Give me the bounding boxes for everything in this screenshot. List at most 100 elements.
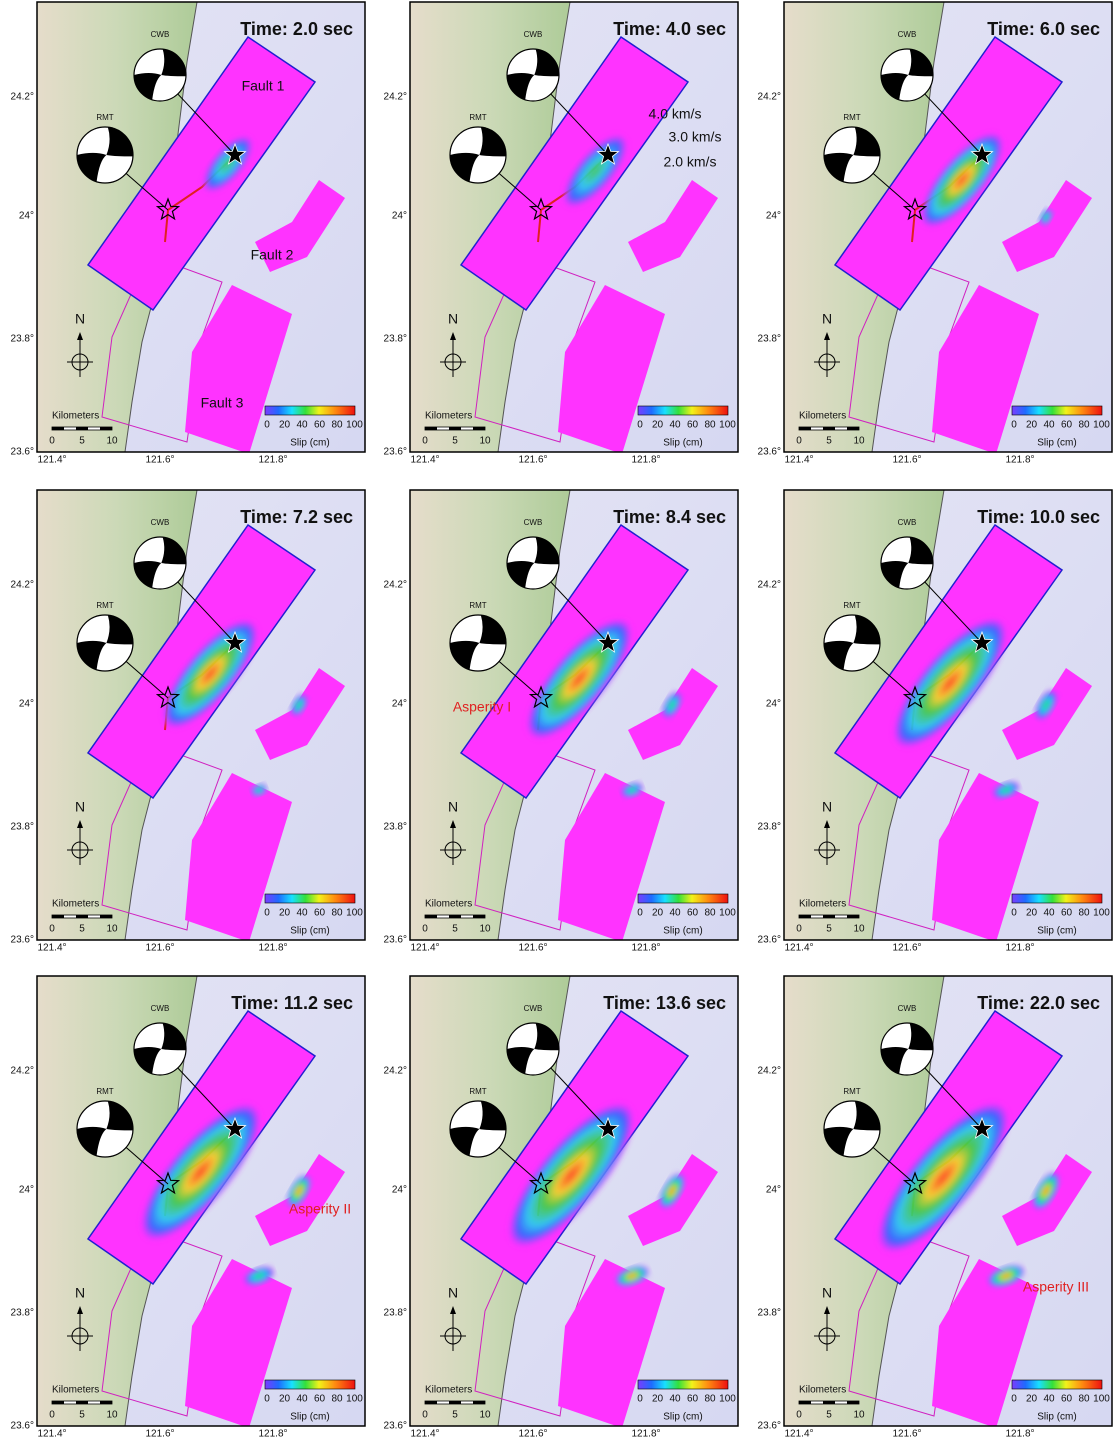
lat-tick-label: 23.6° <box>758 1421 781 1432</box>
annotation: 3.0 km/s <box>669 129 722 145</box>
lat-tick-label: 23.6° <box>11 447 34 458</box>
lon-tick-label: 121.4° <box>37 455 66 466</box>
scale-segment <box>449 915 461 918</box>
lat-tick-label: 23.8° <box>758 822 781 833</box>
lon-tick-label: 121.8° <box>631 943 660 954</box>
scale-segment <box>425 1401 437 1404</box>
colorbar <box>1012 406 1102 415</box>
time-label: Time: 22.0 sec <box>977 993 1100 1013</box>
scale-title: Kilometers <box>425 899 472 910</box>
lat-tick-label: 23.8° <box>758 1308 781 1319</box>
lon-tick-label: 121.6° <box>518 455 547 466</box>
colorbar-tick-label: 60 <box>314 420 326 431</box>
lat-tick-label: 24.2° <box>384 92 407 103</box>
lon-tick-label: 121.6° <box>145 1429 174 1440</box>
colorbar-tick-label: 80 <box>704 420 716 431</box>
colorbar-tick-label: 20 <box>1026 420 1038 431</box>
lat-tick-label: 24° <box>19 1185 34 1196</box>
lon-tick-label: 121.6° <box>145 943 174 954</box>
colorbar-label: Slip (cm) <box>663 438 702 449</box>
colorbar-tick-label: 0 <box>637 908 643 919</box>
lon-tick-label: 121.8° <box>1005 455 1034 466</box>
colorbar <box>265 894 355 903</box>
scale-segment <box>425 427 437 430</box>
map-body: CWBRMTNKilometers0510020406080100Slip (c… <box>37 2 365 454</box>
colorbar-tick-label: 20 <box>279 420 291 431</box>
scale-segment <box>799 1401 811 1404</box>
lon-tick-label: 121.8° <box>258 1429 287 1440</box>
mechanism-label: CWB <box>524 1004 543 1013</box>
colorbar-tick-label: 100 <box>346 1394 363 1405</box>
scale-tick-label: 5 <box>826 1410 832 1421</box>
scale-segment <box>473 427 485 430</box>
time-label: Time: 11.2 sec <box>231 993 353 1013</box>
scale-tick-label: 0 <box>422 924 428 935</box>
colorbar-label: Slip (cm) <box>1037 926 1076 937</box>
lat-tick-label: 24° <box>766 211 781 222</box>
colorbar-tick-label: 20 <box>652 1394 664 1405</box>
scale-tick-label: 0 <box>422 436 428 447</box>
north-label: N <box>822 311 832 327</box>
scale-segment <box>449 427 461 430</box>
scale-segment <box>425 915 437 918</box>
colorbar-tick-label: 20 <box>1026 1394 1038 1405</box>
figure: CWBRMTNKilometers0510020406080100Slip (c… <box>0 0 1119 1452</box>
time-label: Time: 8.4 sec <box>613 507 726 527</box>
scale-title: Kilometers <box>425 411 472 422</box>
lat-tick-label: 23.8° <box>384 334 407 345</box>
mechanism-label: CWB <box>898 1004 917 1013</box>
scale-tick-label: 0 <box>796 436 802 447</box>
colorbar-tick-label: 40 <box>1043 908 1055 919</box>
annotation: Fault 3 <box>201 395 244 411</box>
north-label: N <box>448 1285 458 1301</box>
map-body: CWBRMTNKilometers0510020406080100Slip (c… <box>410 2 738 454</box>
mechanism-label: CWB <box>151 1004 170 1013</box>
lat-tick-label: 24° <box>392 1185 407 1196</box>
lat-tick-label: 24.2° <box>11 92 34 103</box>
scale-tick-label: 5 <box>79 436 85 447</box>
north-label: N <box>75 799 85 815</box>
colorbar-tick-label: 60 <box>314 908 326 919</box>
colorbar <box>638 406 728 415</box>
scale-segment <box>100 1401 112 1404</box>
scale-segment <box>823 915 835 918</box>
scale-tick-label: 0 <box>49 436 55 447</box>
colorbar-label: Slip (cm) <box>1037 438 1076 449</box>
colorbar-tick-label: 100 <box>346 908 363 919</box>
annotation: Asperity III <box>1023 1279 1089 1295</box>
colorbar-label: Slip (cm) <box>290 926 329 937</box>
colorbar-tick-label: 40 <box>296 908 308 919</box>
colorbar-tick-label: 0 <box>264 420 270 431</box>
scale-segment <box>76 427 88 430</box>
mechanism-label: CWB <box>151 518 170 527</box>
lon-tick-label: 121.4° <box>784 1429 813 1440</box>
scale-title: Kilometers <box>799 899 846 910</box>
map-panel: CWBRMTNKilometers0510020406080100Slip (c… <box>384 2 738 466</box>
scale-segment <box>76 1401 88 1404</box>
lon-tick-label: 121.4° <box>410 943 439 954</box>
colorbar-tick-label: 60 <box>314 1394 326 1405</box>
colorbar <box>1012 894 1102 903</box>
scale-tick-label: 10 <box>853 924 865 935</box>
scale-tick-label: 5 <box>452 924 458 935</box>
lat-tick-label: 23.6° <box>758 935 781 946</box>
lat-tick-label: 23.8° <box>11 822 34 833</box>
colorbar-tick-label: 100 <box>719 908 736 919</box>
north-label: N <box>448 799 458 815</box>
lat-tick-label: 23.8° <box>384 1308 407 1319</box>
mechanism-label: RMT <box>469 1087 486 1096</box>
colorbar-tick-label: 60 <box>687 1394 699 1405</box>
scale-tick-label: 5 <box>79 924 85 935</box>
colorbar-tick-label: 0 <box>264 1394 270 1405</box>
colorbar-tick-label: 40 <box>669 908 681 919</box>
scale-segment <box>473 1401 485 1404</box>
mechanism-label: RMT <box>843 1087 860 1096</box>
mechanism-label: RMT <box>843 113 860 122</box>
colorbar <box>265 406 355 415</box>
map-panel: CWBRMTNKilometers0510020406080100Slip (c… <box>11 490 365 954</box>
mechanism-label: CWB <box>898 518 917 527</box>
scale-segment <box>823 427 835 430</box>
lon-tick-label: 121.8° <box>1005 943 1034 954</box>
map-panel: CWBRMTNKilometers0510020406080100Slip (c… <box>758 490 1112 954</box>
scale-tick-label: 5 <box>452 1410 458 1421</box>
